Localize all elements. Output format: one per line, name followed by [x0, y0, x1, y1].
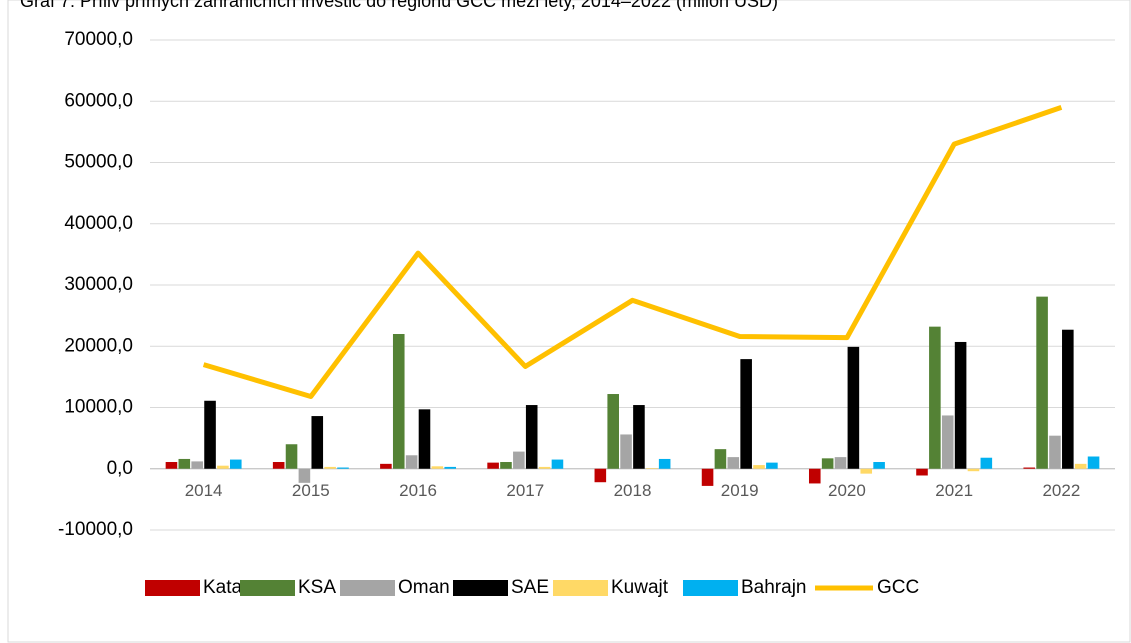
- bar: [431, 466, 444, 469]
- bar: [311, 416, 324, 469]
- y-tick-label: -10000,0: [58, 519, 133, 540]
- legend-swatch: [340, 580, 395, 596]
- bar: [204, 400, 216, 469]
- bar: [165, 462, 178, 469]
- line: [202, 105, 1063, 399]
- legend-swatch: [145, 580, 200, 596]
- y-tick-label: 60000,0: [64, 90, 133, 111]
- bar: [405, 455, 418, 469]
- bar: [337, 467, 349, 469]
- legend-label: Bahrajn: [741, 577, 807, 598]
- bar: [191, 461, 203, 469]
- bar: [753, 465, 765, 469]
- bar: [821, 458, 834, 469]
- legend-label: Oman: [398, 577, 450, 598]
- x-tick-label: 2014: [185, 481, 223, 500]
- y-tick-label: 70000,0: [64, 29, 133, 50]
- bar: [941, 415, 954, 469]
- legend-swatch: [453, 580, 508, 596]
- bar: [1049, 435, 1061, 469]
- bar: [1087, 456, 1100, 469]
- bar: [272, 462, 285, 469]
- bar: [594, 468, 607, 483]
- bar: [834, 457, 847, 469]
- bar: [766, 462, 778, 469]
- bar: [873, 462, 885, 469]
- bar: [418, 409, 431, 469]
- x-tick-label: 2017: [506, 481, 544, 500]
- chart-title: Graf 7: Příliv přímých zahraničních inve…: [20, 0, 778, 11]
- legend-swatch: [240, 580, 295, 596]
- x-tick-label: 2016: [399, 481, 437, 500]
- bar: [487, 462, 499, 469]
- bar: [1062, 329, 1074, 469]
- y-tick-label: 40000,0: [64, 213, 133, 234]
- bar: [1036, 296, 1048, 469]
- bar: [229, 459, 242, 469]
- x-tick-label: 2020: [828, 481, 866, 500]
- bar: [980, 457, 993, 469]
- bar: [658, 458, 671, 469]
- y-tick-label: 20000,0: [64, 335, 133, 356]
- legend-label: Kuwajt: [611, 577, 669, 598]
- bar: [392, 334, 405, 469]
- bar: [740, 359, 752, 469]
- x-tick-label: 2015: [292, 481, 330, 500]
- bar: [285, 444, 298, 469]
- x-tick-label: 2018: [614, 481, 652, 500]
- y-tick-label: 0,0: [107, 458, 133, 479]
- bar: [324, 466, 336, 469]
- bar: [513, 451, 525, 469]
- bar: [1023, 467, 1036, 469]
- x-tick-label: 2021: [935, 481, 973, 500]
- bar: [444, 466, 457, 469]
- chart-frame: [7, 0, 1131, 643]
- x-tick-label: 2019: [721, 481, 759, 500]
- x-tick-label: 2022: [1042, 481, 1080, 500]
- bar: [967, 468, 980, 472]
- legend-swatch: [553, 580, 608, 596]
- bar: [954, 341, 967, 469]
- bar: [727, 457, 740, 469]
- bar: [538, 466, 551, 469]
- bar: [701, 468, 714, 486]
- bar: [633, 405, 645, 469]
- bar: [646, 468, 658, 469]
- bar: [714, 449, 727, 469]
- bar: [298, 468, 311, 483]
- y-tick-label: 10000,0: [64, 397, 133, 418]
- bar: [808, 468, 821, 484]
- bar: [217, 465, 229, 469]
- bar: [916, 468, 928, 476]
- bar: [500, 462, 512, 469]
- bar: [551, 459, 564, 469]
- legend-label: Katar: [203, 577, 249, 598]
- legend-label: SAE: [511, 577, 549, 598]
- bar: [860, 468, 873, 474]
- bar: [620, 434, 632, 469]
- bar: [607, 394, 619, 469]
- bar: [525, 405, 538, 469]
- bar: [178, 458, 191, 469]
- bar: [1074, 463, 1087, 469]
- y-tick-label: 30000,0: [64, 274, 133, 295]
- legend-label: GCC: [877, 577, 919, 598]
- bar: [929, 326, 941, 469]
- bar: [380, 463, 392, 469]
- y-tick-label: 50000,0: [64, 152, 133, 173]
- legend-label: KSA: [298, 577, 336, 598]
- legend-swatch: [683, 580, 738, 596]
- bar: [847, 346, 860, 469]
